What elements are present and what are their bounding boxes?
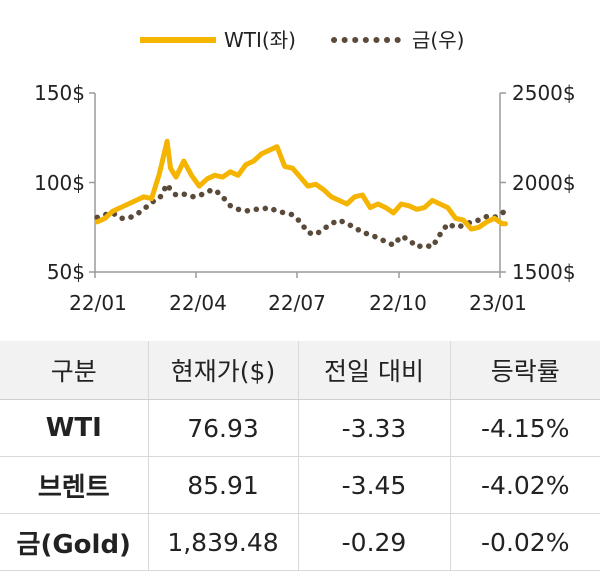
price-quote-table: 구분 현재가($) 전일 대비 등락률 WTI 76.93 -3.33 -4.1… bbox=[0, 341, 600, 571]
table-header-row: 구분 현재가($) 전일 대비 등락률 bbox=[0, 341, 600, 400]
table-row: 브렌트 85.91 -3.45 -4.02% bbox=[0, 456, 600, 514]
rate-cell: -0.02% bbox=[449, 513, 600, 571]
price-cell: 76.93 bbox=[147, 399, 298, 457]
left-tick-label: 100$ bbox=[34, 171, 85, 195]
change-cell: -3.33 bbox=[297, 399, 450, 457]
row-name-gold: 금(Gold) bbox=[0, 513, 148, 571]
row-name-brent: 브렌트 bbox=[0, 456, 148, 514]
x-tick-label: 23/01 bbox=[469, 291, 527, 315]
plot-axes bbox=[89, 92, 506, 278]
price-cell: 85.91 bbox=[147, 456, 298, 514]
x-tick-label: 22/10 bbox=[369, 291, 427, 315]
column-header-price: 현재가($) bbox=[147, 341, 298, 400]
change-cell: -3.45 bbox=[297, 456, 450, 514]
legend-label-wti: WTI(좌) bbox=[224, 28, 296, 52]
series-layer bbox=[94, 138, 509, 250]
table-row: WTI 76.93 -3.33 -4.15% bbox=[0, 399, 600, 457]
column-header-rate: 등락률 bbox=[449, 341, 600, 400]
row-name-wti: WTI bbox=[0, 399, 148, 457]
column-header-category: 구분 bbox=[0, 341, 148, 400]
right-tick-label: 2500$ bbox=[512, 81, 576, 105]
gold-series-line bbox=[94, 181, 509, 250]
column-header-change: 전일 대비 bbox=[297, 341, 450, 400]
rate-cell: -4.02% bbox=[449, 456, 600, 514]
tick-labels: 150$ 100$ 50$ 2500$ 2000$ 1500$ 22/01 22… bbox=[34, 81, 576, 315]
price-cell: 1,839.48 bbox=[147, 513, 298, 571]
wti-series-line bbox=[94, 138, 508, 232]
legend-label-gold: 금(우) bbox=[412, 28, 464, 52]
right-tick-label: 2000$ bbox=[512, 171, 576, 195]
left-tick-label: 150$ bbox=[34, 81, 85, 105]
wti-gold-line-chart: WTI(좌) 금(우) 150$ 100$ 50$ 2500$ 2000$ 15… bbox=[34, 28, 576, 315]
rate-cell: -4.15% bbox=[449, 399, 600, 457]
x-tick-label: 22/01 bbox=[69, 291, 127, 315]
x-tick-label: 22/04 bbox=[169, 291, 227, 315]
table-row: 금(Gold) 1,839.48 -0.29 -0.02% bbox=[0, 513, 600, 571]
chart-legend: WTI(좌) 금(우) bbox=[140, 28, 464, 52]
change-cell: -0.29 bbox=[297, 513, 450, 571]
left-tick-label: 50$ bbox=[47, 260, 85, 284]
right-tick-label: 1500$ bbox=[512, 260, 576, 284]
x-tick-label: 22/07 bbox=[268, 291, 326, 315]
